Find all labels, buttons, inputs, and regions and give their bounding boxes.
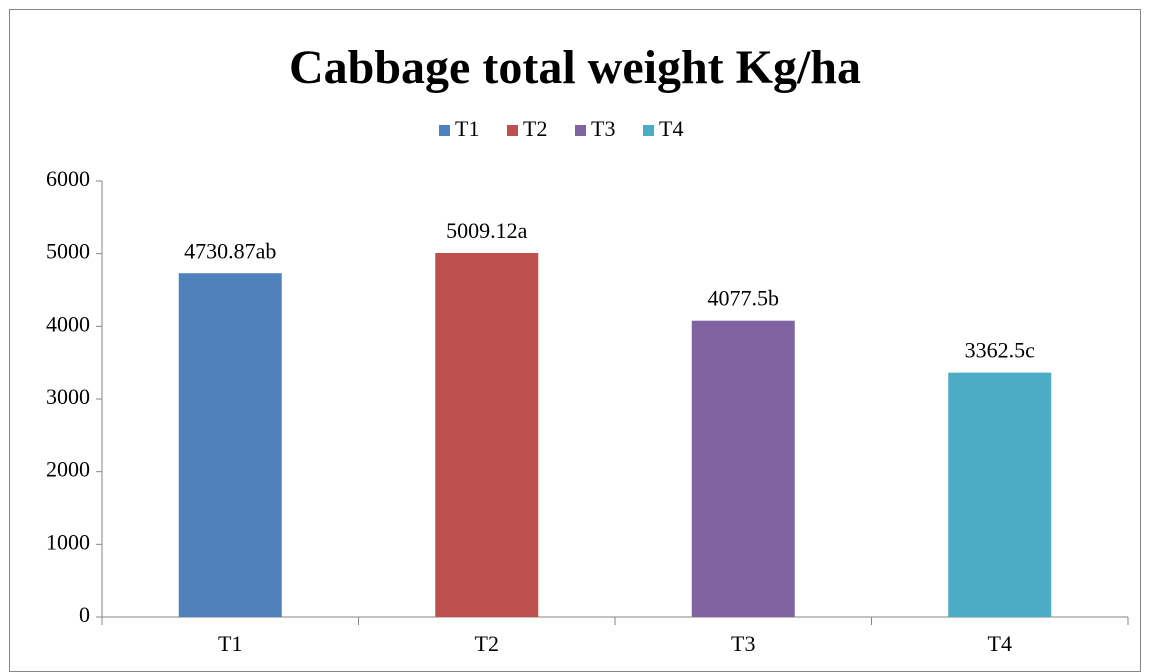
legend-swatch [439, 125, 450, 136]
x-tick-label: T2 [475, 631, 499, 656]
bar [178, 273, 282, 617]
y-tick-label: 0 [79, 602, 90, 627]
y-tick-label: 6000 [46, 166, 90, 191]
bar [435, 253, 539, 617]
y-tick-label: 2000 [46, 457, 90, 482]
data-label: 4730.87ab [184, 238, 276, 263]
x-tick-label: T3 [731, 631, 755, 656]
y-tick-label: 3000 [46, 384, 90, 409]
y-tick-label: 4000 [46, 311, 90, 336]
bar [948, 372, 1052, 617]
legend-swatch [643, 125, 654, 136]
legend-label: T4 [659, 116, 683, 141]
legend-swatch [507, 125, 518, 136]
x-tick-label: T1 [218, 631, 242, 656]
legend-label: T2 [523, 116, 547, 141]
data-label: 5009.12a [446, 218, 528, 243]
y-tick-label: 1000 [46, 529, 90, 554]
data-label: 4077.5b [708, 286, 780, 311]
legend-label: T3 [591, 116, 615, 141]
x-tick-label: T4 [988, 631, 1012, 656]
y-tick-label: 5000 [46, 239, 90, 264]
chart-title: Cabbage total weight Kg/ha [289, 41, 861, 94]
data-label: 3362.5c [965, 338, 1036, 363]
legend-swatch [575, 125, 586, 136]
bar [691, 320, 795, 617]
legend-label: T1 [455, 116, 479, 141]
